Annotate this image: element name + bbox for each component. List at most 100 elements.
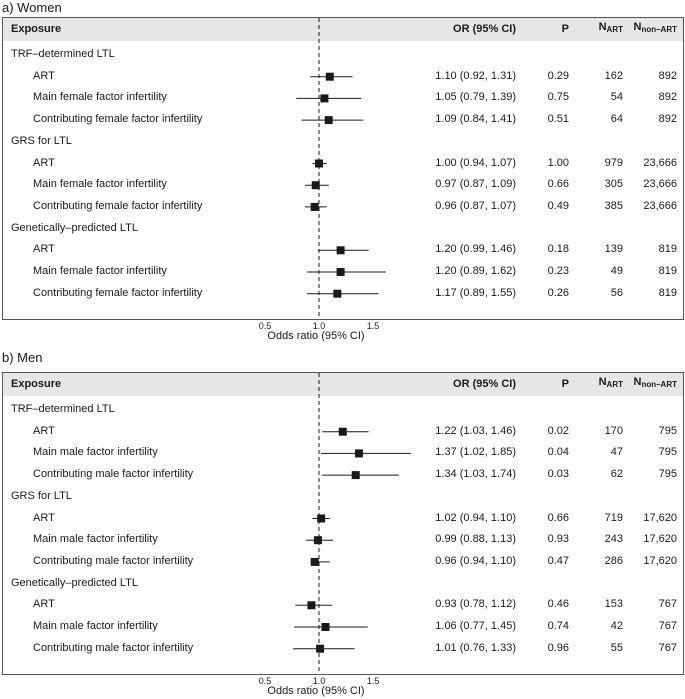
exposure-label: Main female factor infertility [33, 178, 167, 191]
or-ci-value: 1.09 (0.84, 1.41) [435, 113, 516, 126]
forest-plot [293, 373, 411, 674]
n-non-art-value: 795 [658, 446, 677, 459]
n-art-value: 56 [610, 286, 623, 299]
table-row: ART 1.22 (1.03, 1.46) 0.02 170 795 [3, 421, 683, 442]
or-ci-value: 0.96 (0.87, 1.07) [435, 199, 516, 212]
x-tick-label: 1.0 [312, 321, 326, 331]
or-point [336, 246, 345, 255]
n-art-value: 305 [604, 178, 623, 191]
group-row: TRF–determined LTL [3, 44, 683, 65]
n-art-value: 719 [604, 511, 623, 524]
or-ci-value: 1.17 (0.89, 1.55) [435, 286, 516, 299]
or-point [325, 72, 334, 81]
x-axis-title-women: Odds ratio (95% CI) [267, 330, 365, 342]
exposure-label: Contributing male factor infertility [33, 641, 194, 654]
table-row: Contributing male factor infertility 0.96… [3, 551, 683, 572]
group-row: GRS for LTL [3, 486, 683, 507]
n-art-value: 243 [604, 533, 623, 546]
exposure-label: Main male factor infertility [33, 533, 158, 546]
or-ci-value: 1.06 (0.77, 1.45) [435, 620, 516, 632]
or-point [324, 116, 333, 125]
p-value: 0.46 [547, 598, 569, 611]
n-art-value: 64 [610, 113, 623, 126]
or-point [307, 601, 316, 610]
n-non-art-value: 767 [658, 598, 677, 611]
or-point [313, 536, 322, 545]
group-label: GRS for LTL [11, 134, 72, 147]
or-ci-value: 1.01 (0.76, 1.33) [435, 641, 516, 654]
p-value: 0.26 [547, 286, 569, 299]
p-value: 0.93 [547, 533, 569, 546]
or-ci-value: 1.02 (0.94, 1.10) [435, 511, 516, 524]
p-value: 0.03 [547, 468, 569, 481]
n-non-art-value: 819 [658, 286, 677, 299]
or-ci-value: 1.00 (0.94, 1.07) [435, 156, 516, 169]
table-row: Contributing female factor infertility 0.… [3, 196, 683, 217]
table-row: Contributing male factor infertility 1.01… [3, 638, 683, 659]
n-non-art-value: 767 [658, 641, 677, 654]
n-non-art-value: 892 [658, 69, 677, 82]
table-row: Contributing female factor infertility 1.… [3, 109, 683, 130]
p-value: 0.29 [547, 69, 569, 82]
or-point [354, 449, 363, 458]
or-point [333, 289, 342, 298]
table-row: Main male factor infertility 1.37 (1.02, … [3, 442, 683, 463]
group-label: Genetically–predicted LTL [11, 221, 138, 234]
n-non-art-value: 892 [658, 113, 677, 126]
header-p: P [561, 378, 569, 390]
group-row: Genetically–predicted LTL [3, 573, 683, 594]
exposure-label: Contributing female factor infertility [33, 113, 203, 126]
exposure-label: Contributing male factor infertility [33, 468, 194, 481]
header-or: OR (95% CI) [453, 378, 516, 390]
header-n-art-main: N [598, 21, 607, 33]
or-ci-value: 0.93 (0.78, 1.12) [435, 598, 516, 611]
forest-table-men: Exposure OR (95% CI) P NART Nnon–ART TRF–dete… [2, 372, 684, 675]
forest-plot [296, 18, 386, 319]
or-ci-value: 1.20 (0.99, 1.46) [435, 243, 516, 256]
x-tick-label: 0.5 [258, 676, 272, 686]
forest-table-women: Exposure OR (95% CI) P NART Nnon–ART TRF–dete… [2, 17, 684, 320]
n-art-value: 385 [604, 199, 623, 212]
or-point [338, 427, 347, 436]
n-art-value: 170 [604, 424, 623, 437]
n-art-value: 139 [604, 243, 623, 256]
n-art-value: 55 [610, 641, 623, 654]
header-p: P [561, 23, 569, 35]
header-or: OR (95% CI) [453, 23, 516, 35]
header-n-art-main: N [598, 376, 607, 388]
n-non-art-value: 23,666 [643, 156, 677, 169]
p-value: 0.51 [547, 113, 569, 126]
header-n-non-art-sub: non–ART [641, 380, 677, 389]
table-row: Main female factor infertility 1.05 (0.79… [3, 87, 683, 108]
exposure-label: Main female factor infertility [33, 91, 167, 104]
x-tick-label: 1.0 [312, 676, 326, 686]
table-row: Contributing male factor infertility 1.34… [3, 464, 683, 485]
table-row: ART 1.20 (0.99, 1.46) 0.18 139 819 [3, 239, 683, 260]
n-non-art-value: 819 [658, 265, 677, 277]
p-value: 0.66 [547, 178, 569, 191]
group-label: Genetically–predicted LTL [11, 576, 138, 589]
or-ci-value: 1.05 (0.79, 1.39) [435, 91, 516, 104]
table-row: Contributing female factor infertility 1.… [3, 283, 683, 304]
exposure-label: Contributing female factor infertility [33, 199, 203, 212]
group-row: Genetically–predicted LTL [3, 218, 683, 239]
n-non-art-value: 23,666 [643, 199, 677, 212]
header-exposure: Exposure [11, 378, 62, 390]
or-ci-value: 1.20 (0.89, 1.62) [435, 265, 516, 277]
n-non-art-value: 795 [658, 468, 677, 481]
n-non-art-value: 17,620 [643, 554, 677, 567]
or-point [320, 94, 329, 103]
p-value: 0.04 [547, 446, 569, 459]
n-non-art-value: 819 [658, 243, 677, 256]
exposure-label: ART [33, 156, 55, 169]
table-header: Exposure OR (95% CI) P NART Nnon–ART [3, 18, 683, 41]
n-non-art-value: 892 [658, 91, 677, 104]
p-value: 0.02 [547, 424, 569, 437]
exposure-label: ART [33, 424, 55, 437]
n-art-value: 153 [604, 598, 623, 611]
p-value: 0.49 [547, 199, 569, 212]
header-n-art: NART [599, 376, 623, 389]
header-n-art: NART [599, 21, 623, 34]
table-row: ART 1.10 (0.92, 1.31) 0.29 162 892 [3, 66, 683, 87]
or-ci-value: 0.97 (0.87, 1.09) [435, 178, 516, 191]
